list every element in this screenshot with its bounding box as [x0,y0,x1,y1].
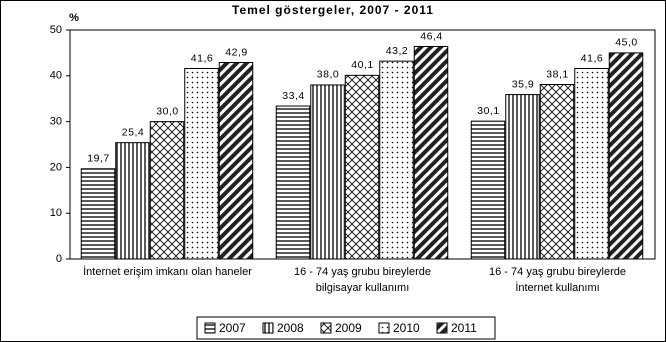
bar [539,84,575,260]
chart-title: Temel göstergeler, 2007 - 2011 [232,3,434,17]
value-label: 43,2 [386,45,408,57]
bar [379,60,414,260]
y-tick-label: 30 [50,116,62,128]
value-label: 41,6 [191,52,213,64]
bar [470,120,506,260]
legend-label: 2008 [277,321,304,335]
x-tick-label: bilgisayar kullanımı [316,282,410,294]
y-axis-label: % [69,12,79,24]
value-label: 25,4 [122,126,144,138]
x-tick-label: 16 - 74 yaş grubu bireylerde [294,266,431,278]
value-label: 40,1 [351,59,373,71]
bar [505,94,540,260]
bar [413,45,449,260]
y-tick-label: 10 [50,207,62,219]
bar [344,74,380,260]
value-label: 33,4 [282,90,304,102]
y-tick-label: 0 [56,253,62,265]
bar [115,142,150,260]
bar [310,84,345,260]
bar [608,52,644,260]
legend-label: 2010 [393,321,420,335]
bar [149,121,185,260]
y-tick-label: 40 [50,70,62,82]
legend-label: 2009 [335,321,362,335]
legend-swatch [436,322,448,334]
value-label: 41,6 [581,52,603,64]
value-label: 38,1 [546,68,568,80]
legend-swatch [262,322,274,334]
value-label: 38,0 [317,69,339,81]
value-label: 30,0 [156,105,178,117]
x-tick-label: İnternet erişim imkanı olan haneler [83,265,252,278]
x-tick-label: İnternet kullanımı [515,281,599,294]
bar [275,105,311,260]
legend-label: 2007 [219,321,246,335]
y-tick-label: 50 [50,24,62,36]
value-label: 45,0 [615,37,637,49]
value-label: 46,4 [420,30,442,42]
bar [218,62,254,260]
legend-label: 2011 [451,321,477,335]
legend-swatch [378,322,390,334]
legend-swatch [320,322,332,334]
value-label: 30,1 [477,105,499,117]
x-tick-label: 16 - 74 yaş grubu bireylerde [489,266,626,278]
value-label: 35,9 [512,78,534,90]
y-tick-label: 20 [50,161,62,173]
value-label: 42,9 [225,46,247,58]
legend-swatch [204,322,216,334]
bar [184,67,219,260]
bar [80,168,116,260]
value-label: 19,7 [87,153,109,165]
bar [574,67,609,260]
